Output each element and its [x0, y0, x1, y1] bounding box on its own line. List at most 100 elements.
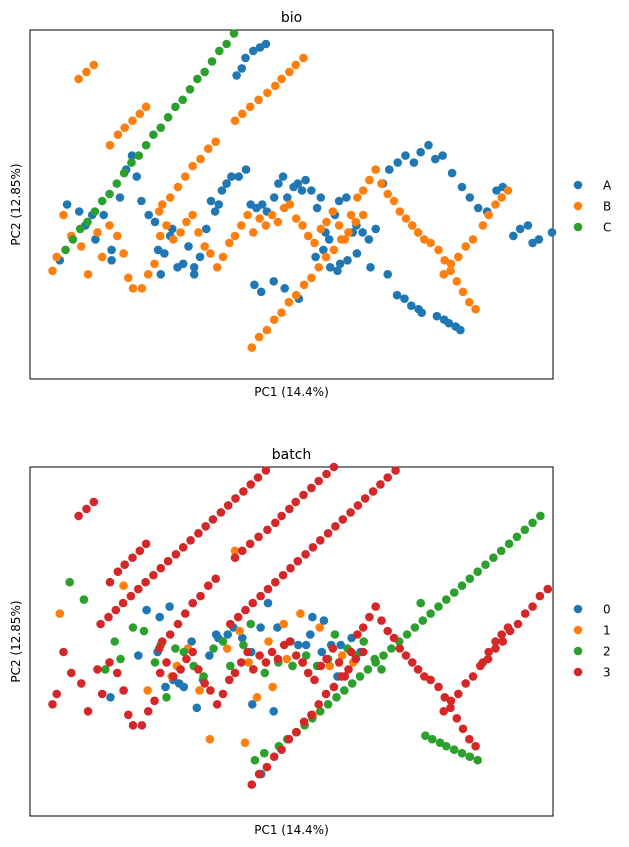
data-point-b-18 [169, 235, 178, 244]
data-point-2-75 [536, 511, 545, 521]
data-point-b-85 [165, 193, 175, 202]
data-point-3-158 [383, 473, 393, 482]
data-point-2-73 [520, 525, 530, 535]
chart-panel-bio: bio PC1 (14.4%) PC2 (12.85%) ABC [9, 10, 612, 399]
data-point-3-82 [299, 490, 308, 500]
data-point-0-30 [248, 700, 257, 709]
data-point-b-14 [143, 270, 153, 279]
data-point-1-8 [252, 693, 262, 702]
data-point-3-137 [226, 619, 235, 629]
data-point-2-74 [528, 518, 537, 528]
data-point-b-19 [176, 228, 185, 237]
legend-label-0: 0 [603, 603, 611, 617]
data-point-3-104 [82, 504, 91, 514]
data-point-b-106 [284, 297, 294, 307]
data-point-a-49 [312, 203, 322, 213]
data-point-3-103 [74, 511, 83, 521]
data-point-a-71 [457, 182, 467, 192]
data-point-2-64 [449, 588, 459, 597]
data-point-0-7 [223, 630, 232, 639]
data-point-a-43 [283, 193, 292, 202]
data-point-b-94 [120, 123, 129, 132]
data-point-3-142 [263, 584, 273, 594]
data-point-a-11 [127, 151, 137, 160]
data-point-3-37 [285, 637, 295, 646]
data-point-3-112 [291, 727, 301, 737]
data-point-0-3 [161, 682, 170, 692]
data-point-2-68 [481, 560, 490, 569]
data-point-b-77 [263, 88, 272, 98]
data-point-3-2 [59, 647, 68, 657]
data-point-a-24 [189, 270, 199, 279]
data-point-a-31 [217, 186, 227, 195]
data-point-0-37 [205, 651, 214, 660]
data-point-b-68 [478, 221, 488, 230]
data-point-3-170 [171, 550, 181, 559]
data-point-1-16 [337, 651, 347, 660]
data-point-b-92 [105, 140, 115, 150]
data-point-1-23 [240, 738, 250, 747]
data-point-3-19 [176, 665, 185, 674]
data-point-3-134 [528, 602, 537, 611]
data-point-a-82 [547, 228, 557, 237]
data-point-b-72 [503, 186, 513, 195]
data-point-2-72 [512, 532, 522, 542]
data-point-3-21 [188, 647, 197, 657]
data-point-3-155 [360, 494, 370, 503]
data-point-b-51 [371, 165, 381, 174]
data-point-3-146 [293, 556, 303, 566]
data-point-c-21 [215, 46, 224, 56]
data-point-3-51 [371, 602, 381, 611]
data-point-2-60 [418, 616, 428, 625]
data-point-3-25 [212, 700, 222, 709]
data-point-2-59 [410, 623, 420, 632]
data-point-b-112 [329, 245, 339, 255]
data-point-b-88 [188, 161, 197, 171]
data-point-a-88 [261, 39, 271, 49]
data-point-b-12 [128, 284, 138, 293]
data-point-2-70 [496, 546, 506, 556]
data-point-b-79 [277, 74, 286, 84]
data-point-3-153 [346, 508, 355, 517]
data-point-a-15 [150, 217, 160, 227]
data-point-c-17 [185, 85, 195, 94]
data-point-2-54 [371, 658, 381, 667]
legend-label-2: 2 [603, 645, 611, 659]
data-point-0-24 [142, 605, 151, 615]
data-point-2-2 [101, 665, 110, 674]
data-point-2-51 [347, 679, 357, 688]
data-point-2-49 [332, 693, 341, 702]
data-point-c-5 [97, 196, 107, 206]
data-point-3-97 [105, 577, 115, 587]
data-point-c-4 [90, 207, 100, 216]
data-point-3-143 [271, 577, 280, 587]
data-point-a-95 [400, 294, 409, 304]
data-point-3-180 [246, 480, 255, 489]
data-point-a-40 [269, 193, 279, 202]
data-point-3-67 [471, 741, 480, 751]
data-point-3-126 [468, 672, 478, 681]
data-point-c-19 [200, 67, 209, 77]
data-point-3-168 [156, 563, 166, 573]
data-point-3-130 [498, 637, 508, 646]
data-point-b-110 [314, 263, 324, 272]
data-point-a-98 [417, 308, 427, 318]
legend-label-a: A [603, 179, 612, 193]
data-point-3-149 [316, 536, 325, 545]
data-point-3-147 [301, 550, 310, 559]
data-point-a-23 [184, 242, 193, 251]
data-point-a-101 [444, 318, 454, 328]
data-point-a-92 [366, 263, 375, 272]
data-point-b-28 [230, 231, 240, 241]
data-point-1-1 [119, 581, 128, 590]
data-point-3-157 [376, 480, 385, 489]
data-point-b-54 [389, 196, 399, 206]
legend-marker-c [573, 222, 583, 232]
data-point-b-114 [344, 228, 353, 237]
data-point-2-21 [288, 661, 297, 671]
data-point-0-34 [165, 602, 174, 611]
data-point-a-12 [132, 172, 141, 181]
data-point-b-58 [413, 228, 423, 237]
legend-marker-3 [573, 667, 583, 677]
data-point-b-8 [105, 221, 114, 230]
